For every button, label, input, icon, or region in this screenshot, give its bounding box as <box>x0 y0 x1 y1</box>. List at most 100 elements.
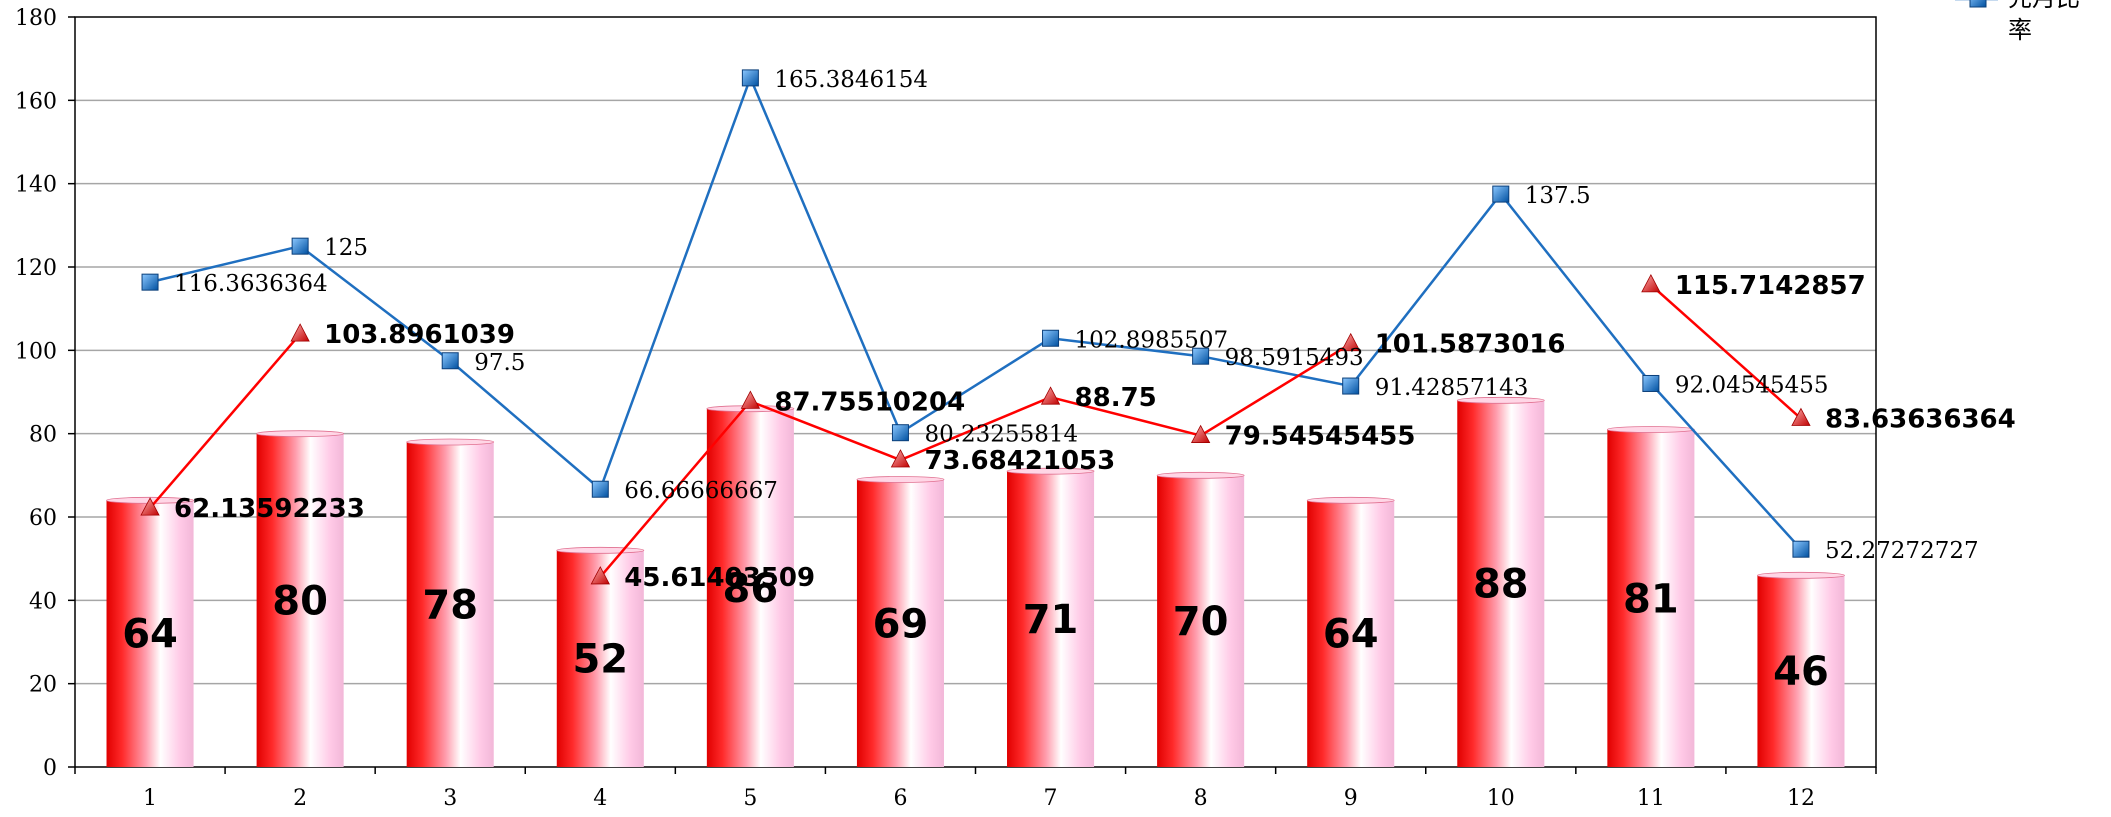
y-tick-label: 140 <box>15 173 57 198</box>
plot-area-border <box>74 16 1877 768</box>
bar-value-label: 64 <box>1323 612 1379 658</box>
y-tick-label: 180 <box>15 6 57 31</box>
bar-value-label: 52 <box>572 637 628 683</box>
bar-top <box>1306 496 1395 504</box>
y-tick-label: 0 <box>43 756 57 781</box>
x-tick-label: 3 <box>443 786 457 811</box>
red-point-label: 103.8961039 <box>324 320 515 350</box>
x-tick-label: 6 <box>893 786 907 811</box>
red-series-line <box>1650 283 1802 420</box>
square-marker <box>591 480 609 498</box>
blue-point-label: 52.27272727 <box>1825 538 1979 564</box>
blue-point-label: 97.5 <box>474 350 525 376</box>
bar-top <box>1757 571 1845 579</box>
square-marker <box>1792 540 1810 558</box>
triangle-marker <box>1791 407 1811 426</box>
red-point-label: 62.13592233 <box>174 494 365 524</box>
y-tick-label: 80 <box>29 423 57 448</box>
square-marker <box>441 352 459 370</box>
bar <box>1157 475 1245 767</box>
x-tick-label: 11 <box>1637 786 1665 811</box>
bar-value-label: 70 <box>1173 599 1229 645</box>
triangle-marker <box>140 497 160 516</box>
triangle-marker <box>1190 424 1211 443</box>
triangle-marker <box>290 323 310 342</box>
square-marker <box>1192 347 1210 365</box>
bar-top <box>256 430 345 438</box>
bar-top <box>556 546 645 554</box>
legend-label: 先月比 <box>2008 0 2080 12</box>
bar-top <box>1006 467 1095 475</box>
blue-point-label: 102.8985507 <box>1075 327 1229 353</box>
triangle-marker <box>1341 332 1361 352</box>
y-axis: 0 20 40 60 80 100 120 140 160 180 <box>15 6 75 781</box>
y-tick-label: 20 <box>29 673 57 698</box>
square-marker <box>1492 185 1510 203</box>
bar-value-label: 64 <box>122 612 178 658</box>
x-tick-label: 8 <box>1194 786 1208 811</box>
bar-value-label: 71 <box>1023 597 1079 643</box>
legend-label-line2: 率 <box>2008 16 2032 44</box>
x-tick-label: 4 <box>593 786 607 811</box>
red-point-label: 45.61403509 <box>624 563 815 593</box>
x-tick-label: 7 <box>1044 786 1058 811</box>
blue-point-label: 98.5915493 <box>1225 345 1364 371</box>
square-marker <box>291 237 309 255</box>
red-point-label: 101.5873016 <box>1375 330 1566 360</box>
blue-point-label: 125 <box>324 235 368 261</box>
x-tick-label: 9 <box>1344 786 1358 811</box>
blue-series-line <box>149 74 1802 551</box>
gridlines <box>75 99 1876 685</box>
data-labels: 64 80 78 52 86 69 71 70 64 88 81 46 116.3636364 125 97… <box>122 67 2016 695</box>
bar <box>556 550 644 767</box>
y-tick-label: 100 <box>15 339 57 364</box>
blue-point-label: 80.23255814 <box>924 422 1078 448</box>
bar <box>856 479 944 767</box>
red-point-label: 83.63636364 <box>1825 405 2016 435</box>
y-tick-label: 40 <box>29 589 57 614</box>
bar <box>256 433 344 767</box>
bar <box>1307 500 1395 767</box>
red-series-line <box>149 333 302 509</box>
bar-top <box>406 438 495 446</box>
x-tick-label: 10 <box>1487 786 1515 811</box>
y-tick-label: 60 <box>29 506 57 531</box>
red-point-label: 79.54545455 <box>1225 422 1416 452</box>
y-tick-label: 160 <box>15 89 57 114</box>
bar-top <box>1606 426 1695 433</box>
square-marker <box>741 69 759 87</box>
blue-point-label: 91.42857143 <box>1375 375 1529 401</box>
square-marker <box>891 424 909 442</box>
blue-point-label: 92.04545455 <box>1675 372 1829 398</box>
triangle-marker <box>740 390 761 409</box>
triangle-marker <box>1641 274 1661 293</box>
x-axis: 1 2 3 4 5 6 7 8 9 10 11 12 <box>74 767 1877 811</box>
bar-value-label: 81 <box>1623 576 1679 622</box>
red-point-label: 88.75 <box>1075 383 1157 413</box>
bar <box>1607 429 1695 767</box>
bar-value-label: 88 <box>1473 562 1529 608</box>
bar-value-label: 86 <box>723 566 779 612</box>
bar-value-label: 80 <box>272 578 328 624</box>
bar-value-label: 46 <box>1773 649 1829 695</box>
legend: 先月比率 <box>1955 0 2080 44</box>
square-marker <box>141 273 159 291</box>
bar <box>1457 400 1545 767</box>
x-tick-label: 2 <box>293 786 307 811</box>
blue-point-label: 165.3846154 <box>774 67 928 93</box>
bar-top <box>1156 471 1245 479</box>
bar <box>106 500 194 767</box>
y-tick-label: 120 <box>15 256 57 281</box>
bar-series <box>106 396 1845 767</box>
bar-top <box>856 476 945 483</box>
triangle-marker <box>590 566 610 585</box>
blue-point-label: 137.5 <box>1525 183 1591 209</box>
blue-point-label: 116.3636364 <box>174 271 328 297</box>
bar <box>1757 575 1845 767</box>
line-series <box>140 69 1811 585</box>
bar-value-label: 78 <box>422 583 478 629</box>
blue-point-label: 66.66666667 <box>624 478 778 504</box>
red-point-label: 115.7142857 <box>1675 271 1866 301</box>
x-tick-label: 5 <box>743 786 757 811</box>
bar-top <box>1456 396 1545 404</box>
